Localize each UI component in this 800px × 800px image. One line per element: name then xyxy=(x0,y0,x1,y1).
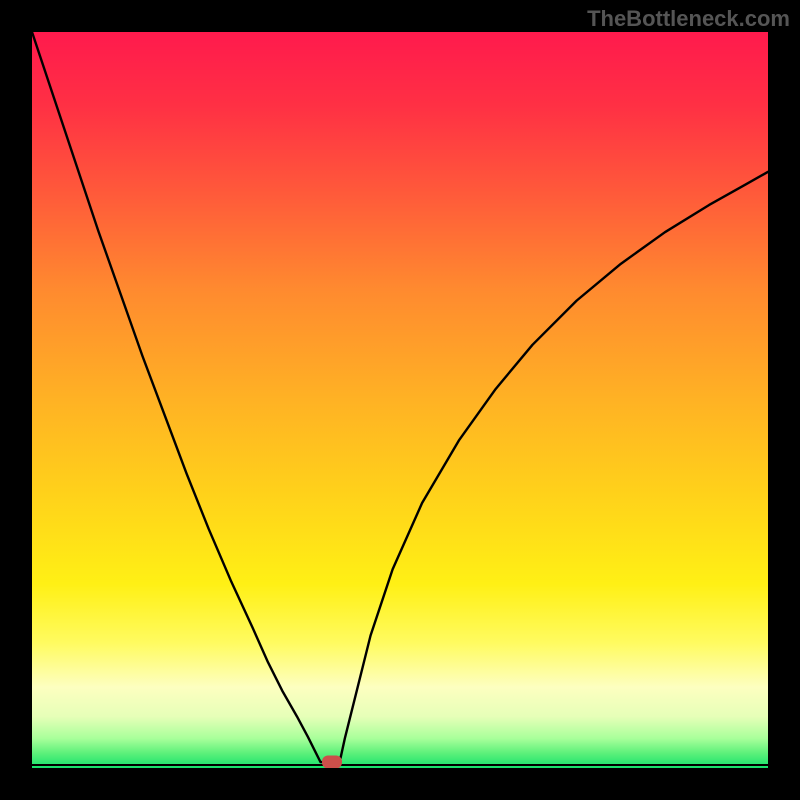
plot-area xyxy=(32,32,768,768)
watermark-text: TheBottleneck.com xyxy=(587,6,790,32)
bottleneck-curve xyxy=(32,32,768,768)
optimum-marker xyxy=(322,756,342,768)
